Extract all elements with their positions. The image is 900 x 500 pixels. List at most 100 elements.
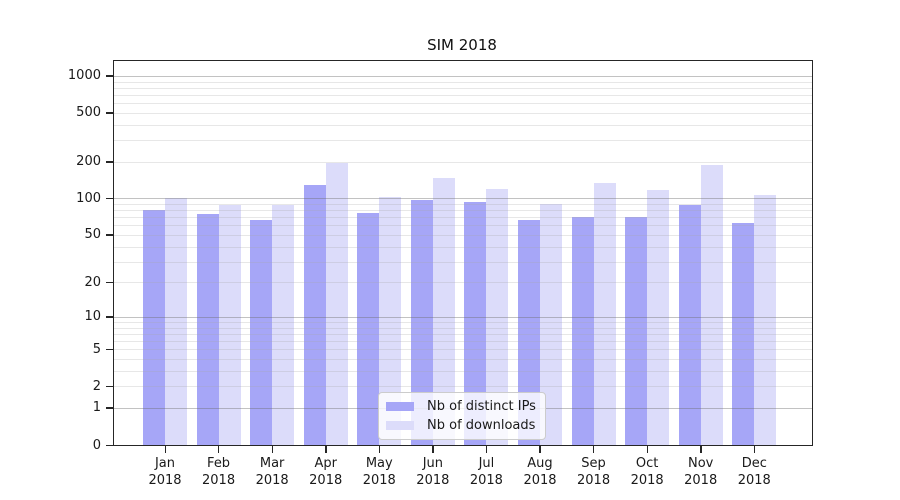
bar-nb-of-distinct-ips-apr (303, 184, 326, 445)
y-tick (106, 444, 113, 446)
y-tick-label: 100 (76, 190, 101, 206)
bar-nb-of-downloads-nov (700, 165, 723, 445)
x-tick-label-aug: Aug 2018 (523, 456, 557, 488)
minor-gridline (114, 87, 812, 89)
x-tick-label-jul: Jul 2018 (469, 456, 503, 488)
x-tick (593, 446, 595, 453)
bar-nb-of-downloads-dec (754, 195, 777, 445)
minor-gridline (114, 225, 812, 227)
legend-label: Nb of distinct IPs (427, 399, 536, 414)
bar-nb-of-distinct-ips-oct (625, 216, 648, 445)
minor-gridline (114, 246, 812, 248)
x-tick-label-feb: Feb 2018 (202, 456, 236, 488)
minor-gridline (114, 341, 812, 343)
x-tick-label-dec: Dec 2018 (737, 456, 771, 488)
bar-nb-of-distinct-ips-mar (250, 219, 273, 445)
bar-nb-of-distinct-ips-feb (196, 213, 219, 445)
bar-nb-of-downloads-mar (272, 205, 295, 445)
y-tick (106, 385, 113, 388)
y-tick (106, 112, 113, 114)
legend-item-distinct-ips: Nb of distinct IPs (386, 399, 536, 414)
legend: Nb of distinct IPs Nb of downloads (378, 392, 546, 440)
y-tick (106, 348, 113, 351)
chart-title: SIM 2018 (427, 36, 497, 54)
bar-nb-of-distinct-ips-may (357, 212, 380, 445)
minor-gridline (114, 322, 812, 323)
legend-swatch-downloads (386, 421, 414, 430)
legend-item-downloads: Nb of downloads (386, 418, 536, 433)
y-tick-label: 0 (92, 437, 101, 453)
x-tick-label-jan: Jan 2018 (148, 456, 182, 488)
x-tick (271, 446, 274, 453)
x-tick (325, 446, 327, 453)
minor-gridline (114, 94, 812, 96)
x-tick (378, 446, 381, 453)
bar-nb-of-downloads-may (379, 197, 402, 445)
y-tick (106, 281, 113, 284)
minor-gridline (114, 103, 812, 105)
bar-nb-of-downloads-jul (486, 188, 509, 445)
y-tick (106, 161, 113, 163)
x-tick (700, 446, 702, 453)
x-tick-label-may: May 2018 (362, 456, 396, 488)
x-tick (432, 446, 434, 453)
minor-gridline (114, 234, 812, 236)
y-tick-label: 5 (92, 341, 101, 357)
x-tick (539, 446, 541, 453)
legend-label: Nb of downloads (427, 418, 536, 433)
x-tick-label-nov: Nov 2018 (684, 456, 718, 488)
minor-gridline (114, 359, 812, 361)
minor-gridline (114, 333, 812, 335)
bar-nb-of-distinct-ips-aug (517, 220, 540, 445)
y-tick-label: 1 (92, 400, 101, 416)
y-tick-label: 20 (84, 274, 101, 290)
x-tick (753, 446, 756, 453)
minor-gridline (114, 349, 812, 351)
bar-nb-of-downloads-jan (165, 198, 187, 445)
minor-gridline (114, 282, 812, 284)
major-gridline (114, 198, 812, 200)
major-gridline (114, 316, 812, 318)
y-tick-label: 10 (84, 309, 101, 325)
y-tick-label: 1000 (67, 68, 101, 84)
minor-gridline (114, 217, 812, 219)
bar-nb-of-distinct-ips-nov (678, 205, 701, 445)
y-tick-label: 50 (84, 227, 101, 243)
bar-nb-of-downloads-aug (539, 204, 562, 445)
x-tick-label-apr: Apr 2018 (309, 456, 343, 488)
y-tick (106, 75, 113, 77)
minor-gridline (114, 161, 812, 163)
x-tick (646, 446, 649, 453)
minor-gridline (114, 370, 812, 372)
bar-nb-of-downloads-jun (432, 177, 455, 445)
bar-nb-of-downloads-oct (647, 190, 670, 445)
bar-nb-of-distinct-ips-jul (464, 201, 487, 445)
x-tick (485, 446, 488, 453)
minor-gridline (114, 327, 812, 329)
y-tick (106, 234, 113, 236)
bar-nb-of-distinct-ips-jun (410, 199, 433, 445)
major-gridline (114, 75, 812, 77)
x-tick-label-mar: Mar 2018 (255, 456, 289, 488)
y-tick-label: 500 (76, 105, 101, 121)
bar-nb-of-downloads-sep (593, 183, 616, 445)
y-tick (106, 407, 113, 409)
minor-gridline (114, 81, 812, 83)
x-tick-label-oct: Oct 2018 (630, 456, 664, 488)
y-tick (106, 197, 113, 200)
bar-nb-of-distinct-ips-dec (732, 222, 755, 445)
y-tick-label: 2 (92, 378, 101, 394)
minor-gridline (114, 124, 812, 126)
legend-swatch-distinct-ips (386, 402, 414, 411)
minor-gridline (114, 261, 812, 263)
x-tick-label-sep: Sep 2018 (577, 456, 611, 488)
minor-gridline (114, 204, 812, 206)
bar-nb-of-distinct-ips-sep (571, 216, 594, 445)
minor-gridline (114, 210, 812, 212)
bar-nb-of-downloads-apr (325, 163, 348, 445)
x-tick (218, 446, 220, 453)
minor-gridline (114, 386, 812, 388)
x-tick (164, 446, 166, 453)
bar-nb-of-distinct-ips-jan (143, 210, 165, 445)
